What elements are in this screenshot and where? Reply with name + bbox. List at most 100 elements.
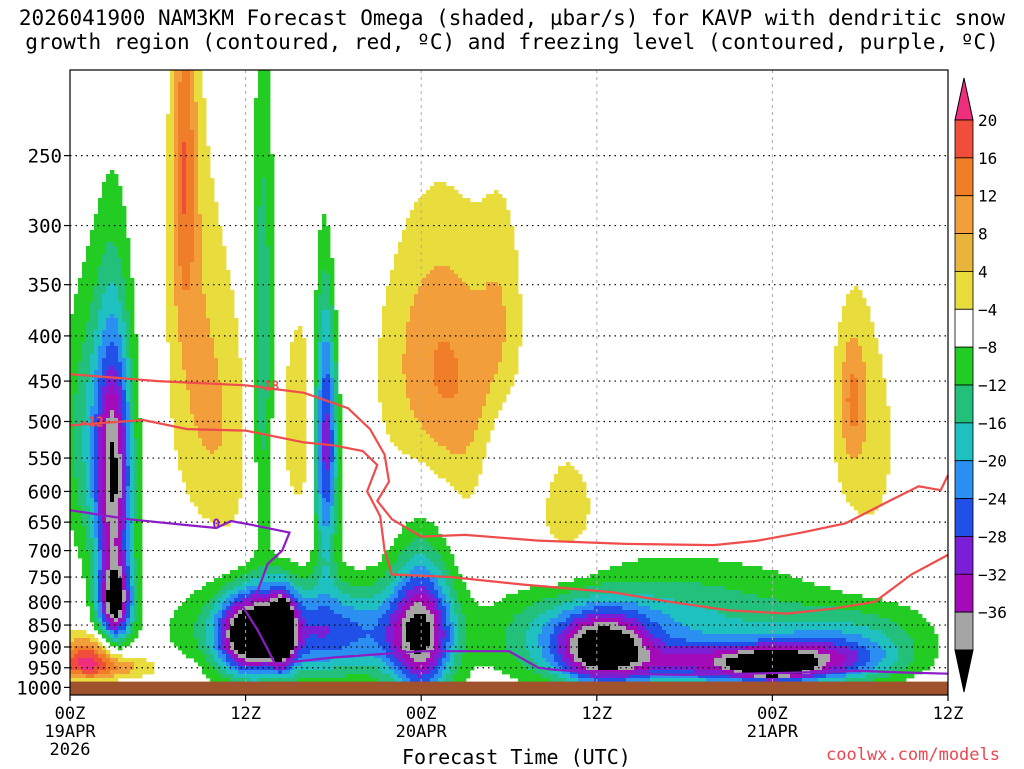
omega-cell <box>90 674 95 679</box>
omega-cell <box>214 226 219 231</box>
omega-cell <box>118 358 123 363</box>
omega-cell <box>86 534 91 539</box>
omega-cell <box>266 642 271 647</box>
omega-cell <box>170 70 175 75</box>
omega-cell <box>114 566 119 571</box>
omega-cell <box>130 610 135 615</box>
omega-cell <box>102 490 107 495</box>
omega-cell <box>78 414 83 419</box>
omega-cell <box>174 294 179 299</box>
omega-cell <box>210 330 215 335</box>
omega-cell <box>102 674 107 679</box>
omega-cell <box>222 318 227 323</box>
omega-cell <box>122 438 127 443</box>
omega-cell <box>258 146 263 151</box>
omega-cell <box>258 586 263 591</box>
omega-cell <box>182 266 187 271</box>
omega-cell <box>222 518 227 523</box>
omega-cell <box>138 558 143 563</box>
omega-cell <box>98 366 103 371</box>
omega-cell <box>186 278 191 283</box>
omega-cell <box>194 286 199 291</box>
omega-cell <box>186 174 191 179</box>
omega-cell <box>274 574 279 579</box>
omega-cell <box>302 422 307 427</box>
omega-cell <box>230 630 235 635</box>
omega-cell <box>234 658 239 663</box>
omega-cell <box>254 594 259 599</box>
omega-cell <box>174 618 179 623</box>
omega-cell <box>226 318 231 323</box>
omega-cell <box>106 550 111 555</box>
omega-cell <box>98 602 103 607</box>
omega-cell <box>106 518 111 523</box>
omega-cell <box>254 390 259 395</box>
omega-cell <box>102 342 107 347</box>
omega-cell <box>174 102 179 107</box>
omega-cell <box>186 182 191 187</box>
omega-cell <box>278 598 283 603</box>
omega-cell <box>258 254 263 259</box>
omega-cell <box>258 518 263 523</box>
omega-cell <box>98 278 103 283</box>
omega-cell <box>110 510 115 515</box>
omega-cell <box>286 574 291 579</box>
omega-cell <box>226 298 231 303</box>
omega-cell <box>106 174 111 179</box>
omega-cell <box>102 262 107 267</box>
omega-cell <box>222 494 227 499</box>
omega-cell <box>218 238 223 243</box>
omega-cell <box>302 566 307 571</box>
omega-cell <box>194 622 199 627</box>
omega-cell <box>110 574 115 579</box>
omega-cell <box>186 310 191 315</box>
omega-cell <box>210 442 215 447</box>
omega-cell <box>206 162 211 167</box>
omega-cell <box>110 178 115 183</box>
omega-cell <box>230 494 235 499</box>
omega-cell <box>106 246 111 251</box>
omega-cell <box>134 554 139 559</box>
omega-cell <box>298 678 303 683</box>
omega-cell <box>126 430 131 435</box>
omega-cell <box>198 654 203 659</box>
omega-cell <box>174 338 179 343</box>
omega-cell <box>198 246 203 251</box>
omega-cell <box>106 382 111 387</box>
omega-cell <box>114 558 119 563</box>
omega-cell <box>266 270 271 275</box>
omega-cell <box>190 198 195 203</box>
omega-cell <box>130 382 135 387</box>
omega-cell <box>250 678 255 683</box>
omega-cell <box>110 262 115 267</box>
omega-cell <box>202 302 207 307</box>
omega-cell <box>286 406 291 411</box>
omega-cell <box>234 510 239 515</box>
omega-cell <box>266 326 271 331</box>
omega-cell <box>106 210 111 215</box>
omega-cell <box>222 614 227 619</box>
omega-cell <box>262 298 267 303</box>
omega-cell <box>286 662 291 667</box>
omega-cell <box>86 478 91 483</box>
omega-cell <box>174 150 179 155</box>
omega-cell <box>70 630 75 635</box>
omega-cell <box>170 390 175 395</box>
omega-cell <box>86 670 91 675</box>
omega-cell <box>178 114 183 119</box>
omega-cell <box>106 654 111 659</box>
omega-cell <box>178 354 183 359</box>
omega-cell <box>218 418 223 423</box>
omega-cell <box>118 258 123 263</box>
omega-cell <box>98 430 103 435</box>
omega-cell <box>94 574 99 579</box>
omega-cell <box>298 346 303 351</box>
omega-cell <box>106 262 111 267</box>
omega-cell <box>70 678 75 683</box>
omega-cell <box>226 582 231 587</box>
omega-cell <box>202 290 207 295</box>
omega-cell <box>98 434 103 439</box>
omega-cell <box>190 462 195 467</box>
omega-cell <box>230 354 235 359</box>
omega-cell <box>186 402 191 407</box>
